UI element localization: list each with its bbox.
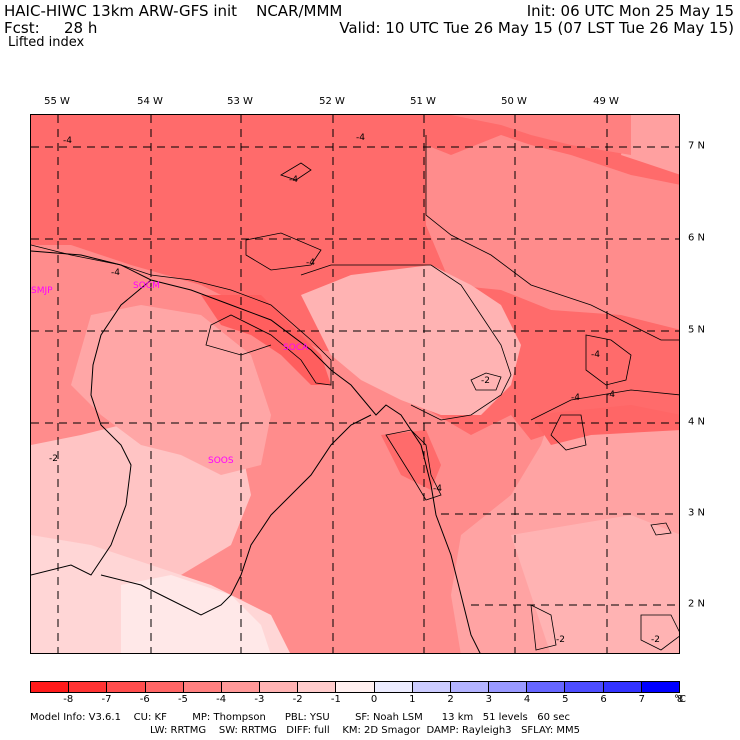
lon-label: 52 W bbox=[319, 96, 345, 107]
color-scale-swatch bbox=[182, 682, 221, 692]
model-info-line1: Model Info: V3.6.1 CU: KF MP: Thompson P… bbox=[30, 712, 570, 723]
color-scale-label: -3 bbox=[254, 694, 265, 705]
color-scale-label: 2 bbox=[447, 694, 454, 705]
color-scale-label: 6 bbox=[600, 694, 607, 705]
color-scale-swatch bbox=[297, 682, 336, 692]
color-scale-swatch bbox=[106, 682, 145, 692]
color-scale-label: 3 bbox=[485, 694, 492, 705]
color-scale-swatch bbox=[449, 682, 489, 692]
shade-band-strong bbox=[451, 115, 631, 155]
lon-label: 51 W bbox=[410, 96, 436, 107]
contour-label: -2 bbox=[556, 635, 565, 645]
color-scale-label: 8 bbox=[676, 694, 684, 705]
lat-label: 2 N bbox=[688, 598, 706, 610]
color-scale-label: 5 bbox=[562, 694, 569, 705]
color-scale-swatch bbox=[564, 682, 603, 692]
contour-label-group: -4 -4 -4 -4 -4 -4 -4 -4 -4 -2 -2 -2 -2 bbox=[49, 133, 660, 645]
color-scale-label: -8 bbox=[63, 694, 74, 705]
station-label: SOOS bbox=[208, 456, 234, 466]
shade-patch-light bbox=[511, 515, 679, 653]
color-scale-swatch bbox=[144, 682, 183, 692]
model-info-line2: LW: RRTMG SW: RRTMG DIFF: full KM: 2D Sm… bbox=[150, 725, 580, 736]
color-scale-label: -4 bbox=[216, 694, 227, 705]
color-scale-label: 7 bbox=[638, 694, 645, 705]
contour-label: -4 bbox=[356, 133, 365, 143]
color-scale-label: -6 bbox=[139, 694, 150, 705]
lat-label: 4 N bbox=[688, 416, 706, 428]
color-scale-swatch bbox=[411, 682, 450, 692]
contour-label: -4 bbox=[571, 393, 580, 403]
color-scale-swatch bbox=[335, 682, 374, 692]
lon-label: 53 W bbox=[227, 96, 253, 107]
forecast-label: Fcst: bbox=[4, 19, 40, 37]
lon-label: 55 W bbox=[44, 96, 70, 107]
lon-label: 49 W bbox=[593, 96, 619, 107]
color-scale-swatch bbox=[68, 682, 107, 692]
color-scale-bar bbox=[30, 681, 680, 693]
color-scale-label: °C bbox=[674, 694, 686, 705]
contour-label: -2 bbox=[651, 635, 660, 645]
shade-patch-light bbox=[301, 265, 521, 415]
contour-lines bbox=[31, 135, 679, 651]
lat-label: 6 N bbox=[688, 232, 706, 244]
contour-label: -4 bbox=[306, 258, 315, 268]
color-scale-swatch bbox=[488, 682, 527, 692]
contour-label: -4 bbox=[289, 175, 298, 185]
contour-label: -4 bbox=[606, 390, 615, 400]
contour-label: -2 bbox=[481, 376, 490, 386]
field-name: Lifted index bbox=[8, 35, 85, 50]
lon-label: 50 W bbox=[501, 96, 527, 107]
station-label: SOCA bbox=[283, 343, 309, 353]
shade-patch-light bbox=[121, 575, 271, 653]
valid-time: Valid: 10 UTC Tue 26 May 15 (07 LST Tue … bbox=[339, 19, 734, 37]
model-title: HAIC-HIWC 13km ARW-GFS init NCAR/MMM bbox=[4, 2, 343, 20]
color-scale-swatch bbox=[640, 682, 679, 692]
color-scale-swatch bbox=[31, 682, 69, 692]
color-scale-swatch bbox=[259, 682, 298, 692]
lifted-index-map: SMJP SOCM SOCA SOOS -4 -4 -4 -4 -4 -4 -4… bbox=[30, 114, 680, 654]
contour-label: -2 bbox=[49, 454, 58, 464]
shade-patch-mid bbox=[71, 305, 271, 475]
lat-label: 5 N bbox=[688, 324, 706, 336]
lat-label: 3 N bbox=[688, 507, 706, 519]
color-scale-label: -5 bbox=[177, 694, 188, 705]
color-scale-swatch bbox=[602, 682, 641, 692]
color-scale-label: 4 bbox=[523, 694, 531, 705]
lon-label: 54 W bbox=[137, 96, 163, 107]
init-time: Init: 06 UTC Mon 25 May 15 bbox=[526, 2, 734, 20]
color-scale-swatch bbox=[373, 682, 412, 692]
forecast-hour: 28 h bbox=[64, 19, 98, 37]
station-label: SOCM bbox=[133, 281, 160, 291]
color-scale-label: 1 bbox=[409, 694, 416, 705]
shade-band-strong bbox=[621, 115, 679, 175]
contour-label: -4 bbox=[111, 268, 120, 278]
shade-patch-dark bbox=[201, 295, 331, 385]
color-scale-label: 0 bbox=[370, 694, 378, 705]
station-label: SMJP bbox=[31, 286, 53, 296]
color-scale-label: -2 bbox=[292, 694, 303, 705]
color-scale-label: -1 bbox=[330, 694, 341, 705]
contour-label: -4 bbox=[591, 350, 600, 360]
color-scale-swatch bbox=[220, 682, 260, 692]
color-scale-swatch bbox=[526, 682, 565, 692]
color-scale-label: -7 bbox=[101, 694, 112, 705]
lat-label: 7 N bbox=[688, 140, 706, 152]
contour-label: -4 bbox=[63, 136, 72, 146]
coastline-borders bbox=[31, 250, 481, 653]
contour-label: -4 bbox=[433, 484, 442, 494]
